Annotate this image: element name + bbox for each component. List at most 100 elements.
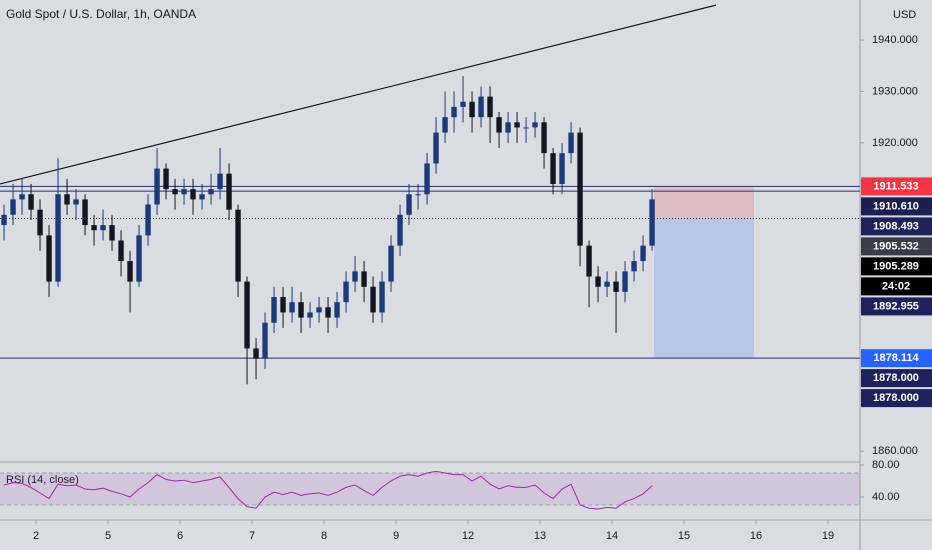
candle-body bbox=[343, 281, 349, 303]
candle-body bbox=[604, 281, 610, 287]
candle-body bbox=[478, 96, 484, 118]
x-tick-label: 19 bbox=[822, 530, 834, 542]
candle-body bbox=[298, 302, 304, 318]
candle-body bbox=[271, 297, 277, 323]
candle-body bbox=[190, 189, 196, 200]
x-tick-label: 5 bbox=[105, 530, 111, 542]
candle-body bbox=[100, 225, 106, 231]
x-tick-label: 7 bbox=[249, 530, 255, 542]
price-tag-label: 1878.000 bbox=[873, 392, 919, 404]
candle-body bbox=[217, 173, 223, 190]
candle-body bbox=[226, 173, 232, 210]
rsi-tick-label: 40.00 bbox=[872, 491, 900, 503]
x-tick-label: 13 bbox=[534, 530, 546, 542]
candle-body bbox=[433, 132, 439, 164]
rsi-band bbox=[0, 473, 860, 505]
candle-body bbox=[451, 106, 457, 118]
trendline bbox=[0, 4, 717, 185]
x-tick-label: 16 bbox=[750, 530, 762, 542]
candle-body bbox=[307, 312, 313, 318]
price-tag bbox=[861, 217, 932, 236]
candle-body bbox=[199, 194, 205, 200]
candle-body bbox=[82, 199, 88, 226]
candle-body bbox=[19, 194, 25, 200]
chart-title: Gold Spot / U.S. Dollar, 1h, OANDA bbox=[6, 7, 196, 21]
candle-body bbox=[172, 189, 178, 195]
candle-body bbox=[163, 168, 169, 190]
candle-body bbox=[334, 302, 340, 318]
candle-body bbox=[523, 127, 529, 129]
candle-body bbox=[415, 194, 421, 196]
candle-body bbox=[118, 240, 124, 262]
candle-body bbox=[73, 199, 79, 205]
x-tick-label: 2 bbox=[33, 530, 39, 542]
y-tick-label: 1920.000 bbox=[872, 137, 918, 149]
candle-body bbox=[541, 122, 547, 154]
candle-body bbox=[352, 271, 358, 282]
candle-body bbox=[64, 194, 70, 205]
price-tag bbox=[861, 297, 932, 316]
price-tag-label: 24:02 bbox=[882, 280, 910, 292]
candle-body bbox=[235, 209, 241, 282]
candle-body bbox=[55, 194, 61, 282]
candle-body bbox=[289, 302, 295, 313]
price-tag-label: 1910.610 bbox=[873, 200, 919, 212]
candle-body bbox=[46, 235, 52, 282]
candle-body bbox=[91, 225, 97, 231]
candle-body bbox=[424, 163, 430, 195]
candle-body bbox=[10, 199, 16, 215]
candle-body bbox=[127, 261, 133, 282]
candle-body bbox=[388, 245, 394, 282]
candle-body bbox=[280, 297, 286, 313]
candle-body bbox=[397, 214, 403, 246]
price-tag bbox=[861, 237, 932, 256]
price-tag-label: 1892.955 bbox=[873, 300, 919, 312]
candle-body bbox=[613, 281, 619, 292]
candle-body bbox=[316, 307, 322, 313]
candle-body bbox=[1, 214, 7, 226]
candle-body bbox=[442, 117, 448, 133]
candle-body bbox=[109, 225, 115, 241]
price-tag-label: 1905.532 bbox=[873, 240, 919, 252]
candle-body bbox=[145, 204, 151, 236]
x-tick-label: 12 bbox=[462, 530, 474, 542]
candle-body bbox=[361, 271, 367, 287]
candle-body bbox=[487, 96, 493, 118]
x-tick-label: 6 bbox=[177, 530, 183, 542]
y-tick-label: 1940.000 bbox=[872, 34, 918, 46]
price-tag bbox=[861, 369, 932, 388]
candle-body bbox=[640, 245, 646, 262]
x-tick-label: 9 bbox=[393, 530, 399, 542]
price-tag-label: 1878.000 bbox=[873, 372, 919, 384]
candle-body bbox=[505, 122, 511, 133]
price-tag bbox=[861, 197, 932, 216]
candle-body bbox=[496, 117, 502, 133]
candle-body bbox=[568, 132, 574, 154]
x-tick-label: 8 bbox=[321, 530, 327, 542]
rsi-tick-label: 80.00 bbox=[872, 459, 900, 471]
candle-body bbox=[631, 261, 637, 272]
x-tick-label: 14 bbox=[606, 530, 618, 542]
candle-body bbox=[460, 101, 466, 107]
price-tag bbox=[861, 177, 932, 196]
candle-body bbox=[28, 194, 34, 210]
candle-body bbox=[136, 235, 142, 282]
position-target-zone bbox=[654, 218, 755, 359]
rsi-line bbox=[3, 470, 653, 510]
candle-body bbox=[514, 122, 520, 128]
candle-body bbox=[559, 153, 565, 184]
price-tag-label: 1911.533 bbox=[873, 180, 918, 192]
candle-body bbox=[208, 189, 214, 195]
y-tick-label: 1860.000 bbox=[872, 445, 918, 457]
candle-body bbox=[469, 101, 475, 118]
price-tag bbox=[861, 277, 932, 296]
candle-body bbox=[370, 286, 376, 313]
candle-body bbox=[37, 209, 43, 236]
candle-body bbox=[181, 189, 187, 195]
candle-body bbox=[586, 245, 592, 277]
candle-body bbox=[244, 281, 250, 349]
candle-body bbox=[262, 322, 268, 359]
price-tag bbox=[861, 257, 932, 276]
candle-body bbox=[550, 153, 556, 184]
